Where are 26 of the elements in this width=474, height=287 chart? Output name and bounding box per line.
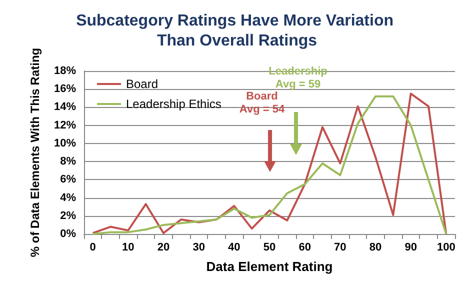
y-tick-label: 10% (54, 137, 76, 150)
y-tick-label: 0% (60, 228, 76, 240)
x-tick-label: 100 (436, 242, 456, 254)
x-tick-label: 40 (228, 242, 240, 254)
chart-title: Subcategory Ratings Have More Variation Than Overall Ratings (76, 12, 398, 50)
x-tick-label: 60 (298, 242, 311, 254)
y-axis-title: % of Data Elements With This Rating (28, 48, 42, 258)
y-tick-label: 12% (54, 119, 76, 132)
y-tick-label: 16% (54, 83, 76, 96)
y-tick-label: 4% (60, 192, 76, 204)
x-tick-label: 30 (192, 242, 205, 254)
legend-label: Board (126, 77, 158, 91)
x-tick-label: 10 (122, 242, 134, 254)
x-tick-label: 50 (263, 242, 276, 254)
x-axis-title: Data Element Rating (206, 259, 333, 274)
x-tick-label: 90 (404, 242, 417, 254)
x-tick-label: 0 (90, 242, 96, 254)
y-tick-label: 8% (60, 156, 76, 168)
y-tick-label: 2% (60, 210, 76, 222)
x-tick-label: 80 (369, 242, 382, 254)
x-tick-label: 70 (334, 242, 346, 254)
y-tick-label: 14% (54, 101, 76, 114)
x-tick-label: 20 (157, 242, 170, 254)
y-tick-label: 6% (60, 174, 76, 186)
y-tick-label: 18% (54, 65, 76, 77)
legend-label: Leadership Ethics (126, 97, 222, 111)
